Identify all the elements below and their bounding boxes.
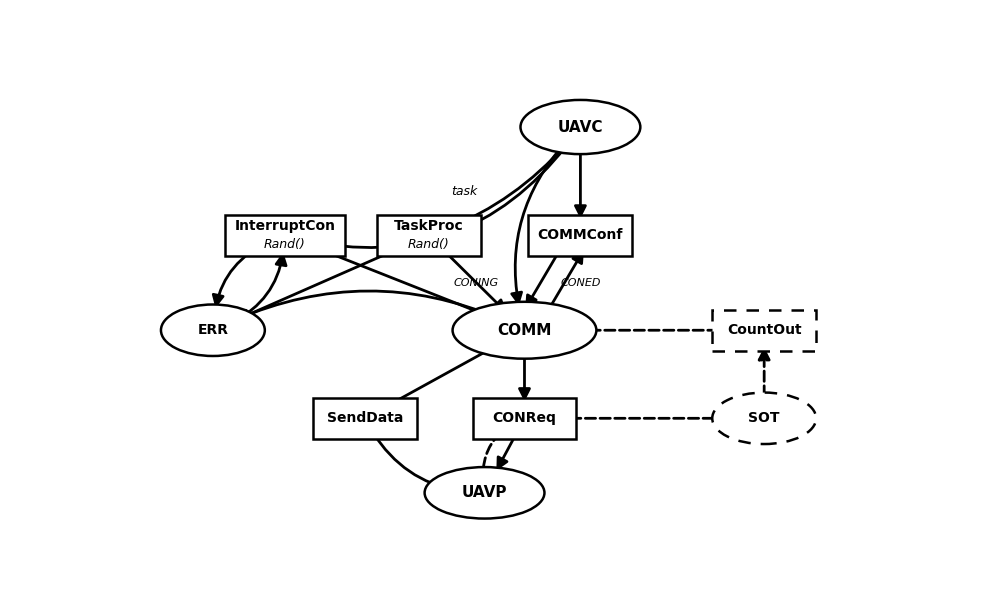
FancyBboxPatch shape <box>712 310 816 351</box>
FancyBboxPatch shape <box>377 215 481 256</box>
Text: COMMConf: COMMConf <box>538 228 623 242</box>
FancyArrowPatch shape <box>541 413 739 423</box>
FancyBboxPatch shape <box>528 215 632 256</box>
FancyArrowPatch shape <box>575 149 585 215</box>
Ellipse shape <box>712 393 816 444</box>
Ellipse shape <box>425 467 544 518</box>
Text: SOT: SOT <box>748 412 780 426</box>
Text: Rand(): Rand() <box>408 239 449 251</box>
FancyArrowPatch shape <box>498 433 517 468</box>
Text: CONED: CONED <box>560 278 601 288</box>
FancyBboxPatch shape <box>313 398 417 439</box>
Text: CONING: CONING <box>454 278 499 288</box>
Text: TaskProc: TaskProc <box>394 219 463 233</box>
FancyArrowPatch shape <box>512 143 565 303</box>
FancyArrowPatch shape <box>519 355 529 399</box>
FancyArrowPatch shape <box>553 325 748 335</box>
Ellipse shape <box>453 302 596 359</box>
FancyArrowPatch shape <box>213 242 269 305</box>
Text: SendData: SendData <box>327 412 403 426</box>
FancyArrowPatch shape <box>759 350 769 396</box>
Ellipse shape <box>520 100 640 154</box>
FancyArrowPatch shape <box>549 253 582 309</box>
Ellipse shape <box>161 305 265 356</box>
Text: COMM: COMM <box>497 323 552 337</box>
FancyBboxPatch shape <box>225 215 345 256</box>
Text: ERR: ERR <box>197 324 228 337</box>
Text: Rand(): Rand() <box>264 239 306 251</box>
Text: CountOut: CountOut <box>727 324 801 337</box>
FancyArrowPatch shape <box>373 433 457 493</box>
FancyArrowPatch shape <box>239 242 413 319</box>
FancyBboxPatch shape <box>473 398 576 439</box>
Text: CONReq: CONReq <box>493 412 556 426</box>
Text: UAVP: UAVP <box>462 486 507 500</box>
Text: task: task <box>451 185 478 198</box>
FancyArrowPatch shape <box>304 145 567 248</box>
FancyArrowPatch shape <box>447 144 566 229</box>
FancyArrowPatch shape <box>233 255 286 322</box>
FancyArrowPatch shape <box>300 242 498 321</box>
FancyArrowPatch shape <box>440 247 505 310</box>
FancyArrowPatch shape <box>236 291 499 320</box>
FancyArrowPatch shape <box>527 249 560 306</box>
Text: UAVC: UAVC <box>558 120 603 135</box>
FancyArrowPatch shape <box>483 428 507 468</box>
FancyArrowPatch shape <box>382 342 503 409</box>
Text: InterruptCon: InterruptCon <box>234 219 335 233</box>
